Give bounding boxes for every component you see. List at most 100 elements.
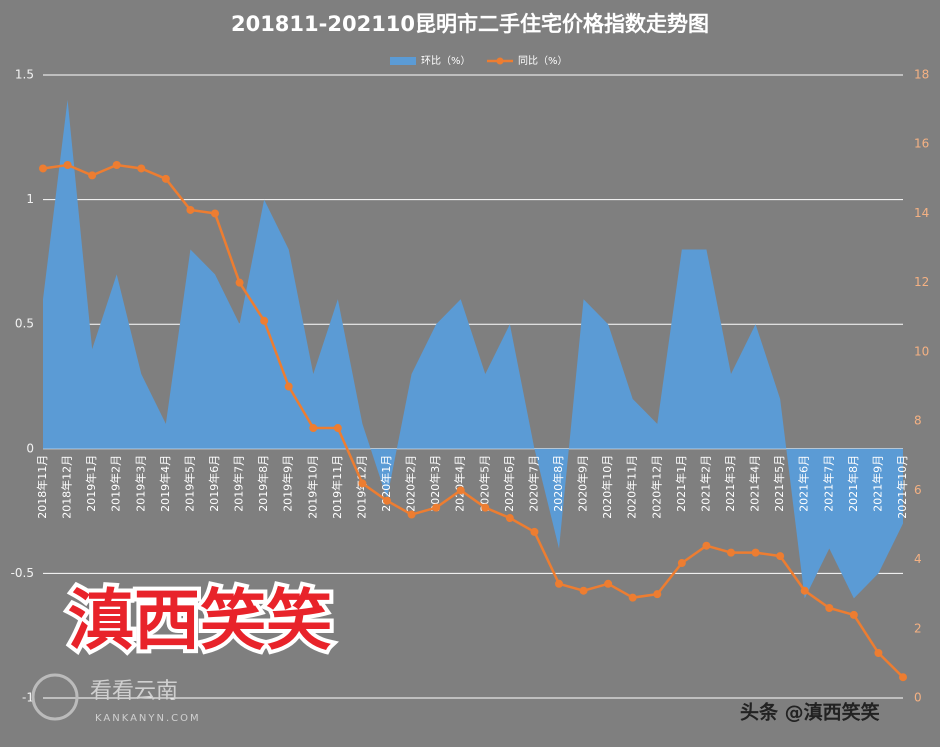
y2-tick-label: 14 <box>914 206 929 220</box>
line-marker <box>800 586 809 595</box>
x-tick-label: 2019年4月 <box>158 455 172 512</box>
y-tick-label: -0.5 <box>11 566 34 580</box>
x-tick-label: 2021年6月 <box>797 455 811 512</box>
y2-tick-label: 10 <box>914 344 929 358</box>
x-tick-label: 2021年9月 <box>870 455 884 512</box>
line-marker <box>849 610 858 619</box>
x-tick-label: 2019年5月 <box>182 455 196 512</box>
y2-tick-label: 16 <box>914 137 929 151</box>
x-tick-label: 2018年11月 <box>35 455 49 519</box>
line-marker <box>211 209 219 218</box>
line-marker <box>874 649 883 658</box>
line-marker <box>112 160 121 169</box>
banner-watermark: 滇西笑笑 <box>68 582 332 659</box>
line-marker <box>825 604 834 613</box>
x-tick-label: 2020年2月 <box>404 455 418 512</box>
line-marker <box>260 316 269 325</box>
logo-icon <box>31 673 79 721</box>
x-tick-label: 2020年11月 <box>625 455 639 519</box>
x-tick-label: 2020年9月 <box>576 455 590 512</box>
line-marker <box>899 673 907 682</box>
line-marker <box>284 382 293 391</box>
x-tick-label: 2021年1月 <box>674 455 688 512</box>
line-marker <box>677 559 686 568</box>
legend-swatch <box>390 57 416 65</box>
y2-tick-label: 12 <box>914 275 929 289</box>
x-tick-label: 2019年6月 <box>207 455 221 512</box>
line <box>42 163 904 679</box>
line-marker <box>333 424 342 433</box>
y2-tick-label: 0 <box>914 691 922 705</box>
logo-url: KANKANYN.COM <box>95 713 201 724</box>
line-marker <box>186 205 195 214</box>
x-tick-label: 2020年5月 <box>477 455 491 512</box>
line-marker <box>653 590 662 599</box>
y-tick-label: 1.5 <box>15 68 34 82</box>
line-marker <box>456 486 465 495</box>
line-marker <box>776 552 785 561</box>
x-tick-label: 2019年8月 <box>256 455 270 512</box>
line-marker <box>235 278 244 287</box>
x-tick-label: 2020年10月 <box>600 455 614 519</box>
line-marker <box>628 593 637 602</box>
chart-title: 201811-202110昆明市二手住宅价格指数走势图 <box>231 12 709 36</box>
y-tick-label: -1 <box>22 691 34 705</box>
x-tick-label: 2021年10月 <box>895 455 909 519</box>
y2-tick-label: 6 <box>914 483 922 497</box>
plot: -1 -0.5 0 0.5 1 1.5 0 2 4 6 8 10 12 14 16 18 2018年11月 201… <box>11 55 930 705</box>
line-marker <box>505 514 514 523</box>
line-marker <box>383 496 391 505</box>
x-tick-label: 2021年2月 <box>698 455 712 512</box>
legend-label: 环比（%） <box>421 55 471 67</box>
y-tick-label: 0 <box>26 441 34 455</box>
credit-watermark: 头条 @滇西笑笑 <box>740 701 880 724</box>
line-marker <box>555 579 563 588</box>
line-marker <box>407 510 416 519</box>
y2-tick-label: 8 <box>914 414 922 428</box>
line-marker <box>432 503 441 512</box>
area <box>43 99 903 599</box>
legend-swatch <box>496 57 504 65</box>
line-marker <box>751 548 760 557</box>
x-tick-label: 2019年7月 <box>232 455 246 512</box>
y-tick-label: 1 <box>26 192 34 206</box>
line-marker <box>604 579 613 588</box>
line-marker <box>481 503 490 512</box>
x-tick-label: 2021年5月 <box>772 455 786 512</box>
x-tick-label: 2021年8月 <box>846 455 860 512</box>
line-marker <box>39 164 47 173</box>
x-tick-label: 2018年12月 <box>60 455 74 519</box>
x-tick-label: 2021年4月 <box>748 455 762 512</box>
line-marker <box>63 160 72 169</box>
x-tick-label: 2019年2月 <box>109 455 123 512</box>
line-marker <box>702 541 711 550</box>
x-tick-label: 2020年8月 <box>551 455 565 512</box>
line-marker <box>358 479 367 488</box>
logo-text: 看看云南 <box>90 679 178 704</box>
x-tick-label: 2019年1月 <box>84 455 98 512</box>
legend-label: 同比（%） <box>518 55 568 67</box>
y2-tick-label: 2 <box>914 621 922 635</box>
x-tick-label: 2019年10月 <box>305 455 319 519</box>
x-tick-label: 2020年6月 <box>502 455 516 512</box>
line-marker <box>137 164 146 173</box>
x-tick-label: 2019年3月 <box>133 455 147 512</box>
x-tick-label: 2019年9月 <box>281 455 295 512</box>
line-marker <box>309 424 318 433</box>
line-marker <box>530 527 539 536</box>
x-tick-label: 2021年3月 <box>723 455 737 512</box>
x-tick-label: 2020年12月 <box>649 455 663 519</box>
line-marker <box>88 171 97 180</box>
y2-tick-label: 4 <box>914 552 922 566</box>
x-tick-label: 2020年7月 <box>526 455 540 512</box>
x-tick-label: 2019年11月 <box>330 455 344 519</box>
line-marker <box>161 174 170 183</box>
x-tick-label: 2020年3月 <box>428 455 442 512</box>
y-tick-label: 0.5 <box>15 317 34 331</box>
y2-tick-label: 18 <box>914 68 929 82</box>
line-marker <box>727 548 735 557</box>
x-tick-label: 2020年4月 <box>453 455 467 512</box>
line-marker <box>579 586 588 595</box>
x-tick-label: 2021年7月 <box>821 455 835 512</box>
